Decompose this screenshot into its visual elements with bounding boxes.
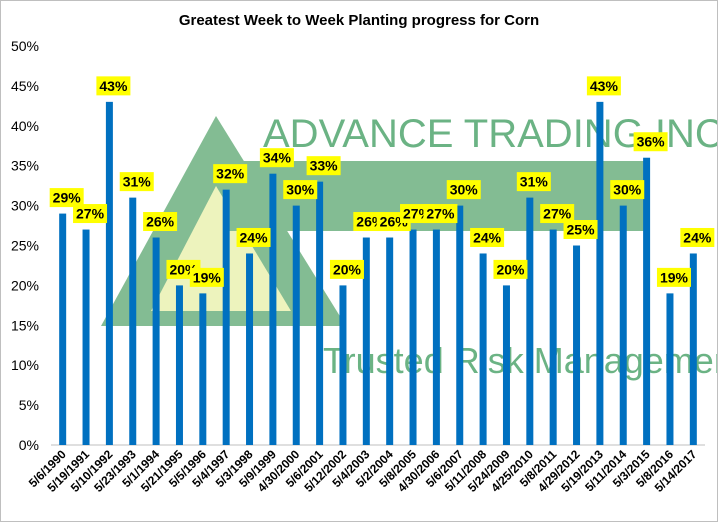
data-label: 25% [567, 222, 596, 238]
bar [573, 245, 581, 445]
y-tick-label: 5% [19, 397, 39, 413]
data-label-background [493, 259, 528, 279]
data-label: 19% [193, 269, 222, 285]
data-label-background [656, 267, 691, 287]
x-axis: 5/6/19905/19/19915/10/19925/23/19935/1/1… [26, 447, 700, 495]
bars [59, 101, 697, 446]
bar [59, 213, 67, 445]
data-label-background [96, 76, 131, 96]
data-label-background [306, 156, 341, 176]
y-tick-label: 30% [11, 198, 39, 214]
advance-trading-watermark: ADVANCE TRADING INC Trusted Risk Managem… [101, 112, 717, 381]
bar [386, 237, 394, 445]
data-label: 24% [240, 229, 269, 245]
bar [479, 253, 487, 445]
chart-title: Greatest Week to Week Planting progress … [179, 12, 539, 29]
data-label-background [680, 227, 715, 247]
bar [199, 293, 207, 445]
bar [596, 101, 604, 446]
bar [316, 181, 324, 445]
bar [246, 253, 254, 445]
data-label: 31% [520, 174, 549, 190]
bar [549, 229, 557, 445]
bar [222, 189, 230, 445]
bar [269, 173, 277, 445]
watermark-triangle-inner-icon [151, 186, 291, 311]
data-label-background [119, 172, 154, 192]
data-label-background [329, 259, 364, 279]
bar [129, 197, 137, 445]
data-label-background [283, 180, 318, 200]
bar [82, 229, 90, 445]
bar [292, 205, 300, 445]
y-tick-label: 20% [11, 277, 39, 293]
data-label: 33% [310, 158, 339, 174]
data-label: 30% [450, 182, 479, 198]
data-label-background [73, 204, 108, 224]
data-label: 32% [216, 166, 245, 182]
y-tick-label: 25% [11, 238, 39, 254]
data-label: 34% [263, 150, 292, 166]
bar [432, 229, 440, 445]
bar [152, 237, 160, 445]
data-label: 24% [683, 229, 712, 245]
data-label-background [446, 180, 481, 200]
data-label: 27% [76, 206, 105, 222]
data-label-background [586, 76, 621, 96]
data-label-background [563, 220, 598, 239]
data-label-background [49, 188, 84, 208]
bar [526, 197, 534, 445]
y-axis: 0% 5% 10% 15% 20% 25% 30% 35% 40% 45% 50% [11, 38, 39, 453]
watermark-tagline-text: Trusted Risk Management [323, 340, 717, 381]
data-labels: 29%27%43%31%26%20%19%32%24%34%30%33%20%2… [49, 76, 715, 287]
y-tick-label: 45% [11, 78, 39, 94]
data-label: 43% [99, 78, 128, 94]
y-tick-label: 0% [19, 437, 39, 453]
y-tick-label: 15% [11, 317, 39, 333]
bar [666, 293, 674, 445]
data-label-background [143, 212, 178, 232]
data-label-background [236, 227, 271, 247]
bar [456, 205, 464, 445]
y-tick-label: 10% [11, 357, 39, 373]
bar [502, 285, 510, 445]
data-label: 30% [286, 182, 315, 198]
bar [409, 229, 417, 445]
data-label: 43% [590, 78, 619, 94]
y-tick-label: 40% [11, 118, 39, 134]
y-tick-label: 35% [11, 158, 39, 174]
data-label-background [423, 204, 458, 224]
bar [643, 157, 651, 445]
y-tick-label: 50% [11, 38, 39, 54]
data-label-background [516, 172, 551, 192]
data-label: 27% [426, 206, 455, 222]
data-label: 27% [543, 206, 572, 222]
data-label-background [189, 267, 224, 287]
bar [105, 101, 113, 446]
data-label: 19% [660, 269, 689, 285]
data-label: 30% [613, 182, 642, 198]
data-label: 20% [333, 261, 362, 277]
data-label-background [540, 204, 575, 224]
data-label-background [633, 132, 668, 152]
bar [339, 285, 347, 445]
bar [689, 253, 697, 445]
data-label: 24% [473, 229, 502, 245]
bar [175, 285, 183, 445]
data-label-background [213, 164, 248, 184]
data-label: 20% [496, 261, 525, 277]
data-label-background [259, 148, 294, 168]
data-label: 36% [637, 134, 666, 150]
data-label: 29% [53, 190, 82, 206]
data-label: 26% [146, 214, 175, 230]
bar [619, 205, 627, 445]
data-label: 31% [123, 174, 152, 190]
bar [362, 237, 370, 445]
data-label-background [470, 227, 505, 247]
data-label-background [610, 180, 645, 200]
